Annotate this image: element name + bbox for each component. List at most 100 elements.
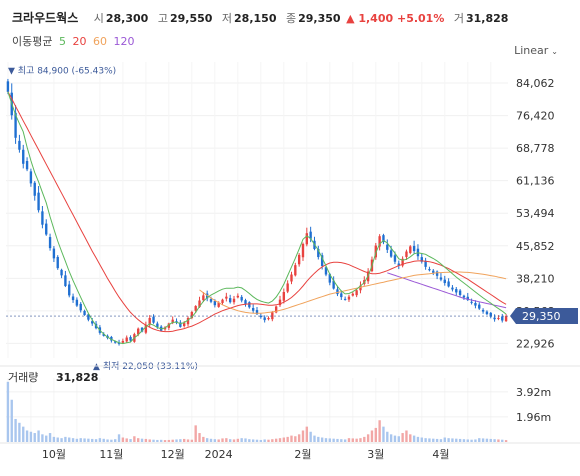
volume-label: 거: [453, 12, 464, 25]
candle-body: [137, 328, 140, 335]
candle-body: [259, 315, 263, 318]
candle-body: [75, 299, 79, 306]
candle-body: [501, 316, 504, 321]
low-label: 저: [221, 12, 233, 25]
volume-bar: [251, 439, 255, 442]
volume-bar: [355, 438, 358, 442]
volume-bar: [282, 437, 286, 442]
volume-panel-value: 31,828: [56, 371, 98, 384]
candle-body: [167, 323, 171, 328]
volume-bar: [133, 436, 136, 442]
volume-bar: [332, 438, 335, 442]
candle-body: [409, 246, 412, 253]
candle-body: [393, 255, 397, 262]
candle-body: [428, 269, 431, 271]
candle-body: [83, 310, 86, 315]
candle-body: [485, 311, 489, 315]
time-tick-label: 12월: [161, 448, 185, 461]
volume-bar: [470, 439, 473, 442]
candle-body: [324, 267, 328, 275]
volume-bar: [386, 431, 389, 442]
volume-bar: [52, 436, 56, 442]
candle-body: [382, 235, 385, 243]
volume-bar: [504, 440, 508, 442]
candle-body: [225, 296, 228, 299]
volume-bar: [148, 439, 151, 442]
candle-body: [489, 312, 492, 317]
ma5-line: [7, 91, 507, 345]
candle-body: [198, 300, 201, 308]
high-label: 고: [157, 12, 168, 25]
candle-body: [52, 248, 56, 259]
candle-body: [125, 337, 128, 342]
current-price-label: 29,350: [522, 310, 561, 323]
volume-bar: [221, 438, 224, 442]
volume-bar: [297, 434, 301, 442]
volume-bar: [110, 439, 113, 442]
volume-bar: [102, 438, 105, 442]
volume-bar: [382, 426, 385, 442]
candle-body: [317, 248, 320, 258]
candle-body: [343, 298, 347, 300]
candle-body: [209, 299, 213, 302]
stock-name: 크라우드웍스: [12, 11, 79, 25]
time-tick-label: 11월: [99, 448, 123, 461]
volume-bar: [194, 425, 197, 442]
volume-bar: [435, 438, 439, 442]
volume-bar: [236, 438, 240, 442]
ma-legend-label: 이동평균: [12, 35, 53, 48]
volume-bar: [202, 436, 205, 442]
volume-bar: [274, 438, 278, 442]
candle-body: [87, 314, 90, 320]
volume-bar: [179, 439, 182, 442]
volume-bar: [68, 437, 71, 442]
open-value: 28,300: [105, 12, 149, 25]
volume-bar: [366, 434, 370, 442]
scale-mode-label: Linear: [514, 44, 549, 57]
candle-body: [18, 140, 21, 150]
volume-bar: [114, 439, 117, 442]
volume-bar: [493, 439, 496, 442]
volume-bar: [428, 438, 431, 442]
volume-bar: [359, 438, 362, 442]
candle-body: [412, 245, 416, 252]
candle-body: [79, 303, 82, 311]
candle-body: [140, 327, 144, 332]
candle-body: [121, 340, 125, 343]
volume-bar: [71, 438, 75, 442]
candle-body: [232, 298, 236, 303]
candle-body: [110, 336, 113, 341]
volume-bar: [424, 438, 427, 442]
candle-body: [156, 323, 159, 327]
candle-body: [328, 274, 331, 283]
volume-bar: [213, 439, 217, 442]
volume-bar: [378, 420, 381, 442]
candle-body: [389, 250, 393, 257]
candle-body: [71, 296, 75, 301]
candle-body: [64, 275, 67, 287]
candle-body: [497, 317, 500, 319]
candle-body: [340, 293, 343, 298]
candle-body: [236, 295, 240, 298]
scale-mode-dropdown[interactable]: Linear ⌄: [514, 44, 558, 57]
volume-bar: [183, 438, 186, 442]
volume-bar: [481, 438, 485, 442]
candle-body: [474, 302, 477, 306]
volume-bar: [144, 438, 148, 442]
volume-bar: [317, 436, 320, 442]
high-value: 29,550: [169, 12, 213, 25]
candle-body: [320, 255, 324, 267]
candle-body: [424, 260, 427, 267]
candle-body: [248, 302, 251, 308]
volume-bar: [83, 438, 86, 442]
candle-body: [37, 192, 40, 211]
price-tick-label: 76,420: [516, 110, 555, 123]
candle-body: [458, 290, 462, 295]
ma20-line: [7, 91, 507, 333]
volume-bar: [198, 433, 201, 442]
volume-bar: [240, 438, 243, 442]
candle-body: [470, 301, 473, 303]
volume-bar: [167, 439, 171, 442]
moving-average-legend[interactable]: 이동평균 5 20 60 120: [12, 33, 137, 49]
